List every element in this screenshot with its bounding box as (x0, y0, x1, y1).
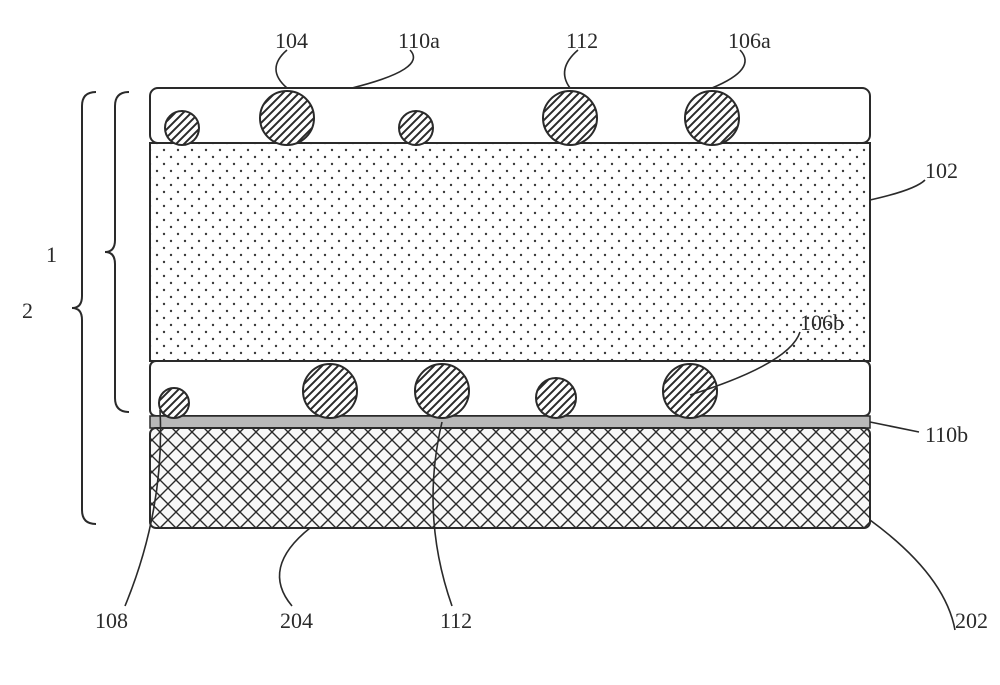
particle-mid-2 (415, 364, 469, 418)
label-108: 108 (95, 608, 128, 634)
particle-top-1 (260, 91, 314, 145)
leader-106a (712, 50, 745, 88)
cross-section-diagram (0, 0, 1000, 685)
particle-top-2 (399, 111, 433, 145)
label-brace-2: 2 (22, 298, 33, 324)
leader-202 (870, 520, 955, 630)
leader-110b (870, 422, 919, 432)
label-brace-1: 1 (46, 242, 57, 268)
particle-top-4 (685, 91, 739, 145)
layer-mid (150, 361, 870, 416)
label-104: 104 (275, 28, 308, 54)
brace (105, 92, 129, 412)
layer-dotted (150, 143, 870, 361)
layer-thin (150, 416, 870, 428)
layer-top (150, 88, 870, 143)
particle-mid-1 (303, 364, 357, 418)
leader-104 (276, 50, 287, 88)
label-110a: 110a (398, 28, 440, 54)
label-102: 102 (925, 158, 958, 184)
particle-mid-4 (663, 364, 717, 418)
leader-112 (565, 50, 578, 88)
brace (72, 92, 96, 524)
particle-top-3 (543, 91, 597, 145)
leader-102 (870, 180, 925, 200)
layer-substrate (150, 428, 870, 528)
particle-top-0 (165, 111, 199, 145)
label-202: 202 (955, 608, 988, 634)
label-204: 204 (280, 608, 313, 634)
particle-mid-0 (159, 388, 189, 418)
label-106a: 106a (728, 28, 771, 54)
label-112b: 112 (440, 608, 472, 634)
label-112: 112 (566, 28, 598, 54)
label-110b: 110b (925, 422, 968, 448)
leader-204 (280, 528, 310, 606)
label-106b: 106b (800, 310, 844, 336)
particle-mid-3 (536, 378, 576, 418)
leader-110a (352, 50, 413, 88)
